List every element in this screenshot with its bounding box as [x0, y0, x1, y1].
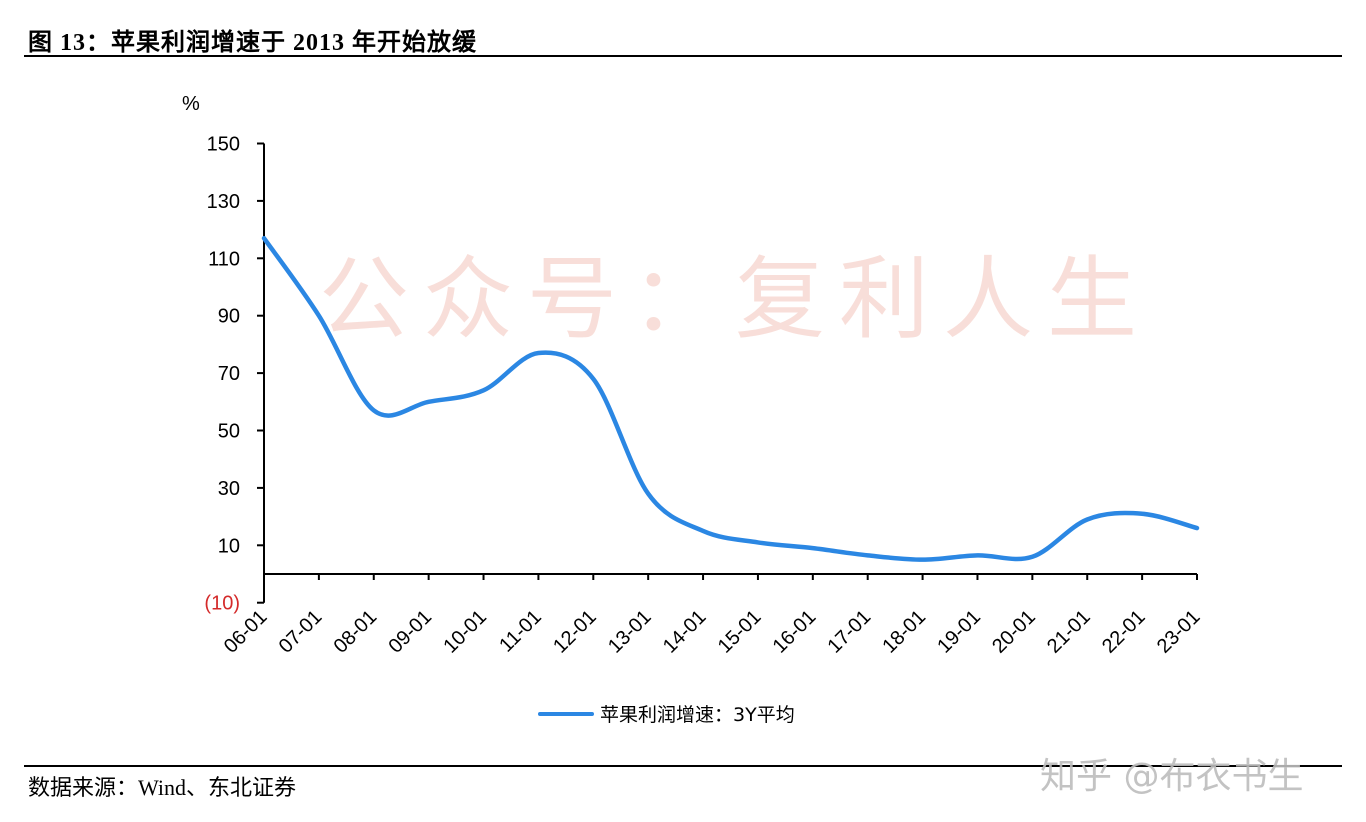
y-tick-label: 90	[218, 306, 240, 328]
x-tick-label: 12-01	[549, 606, 601, 658]
x-tick-label: 22-01	[1098, 606, 1150, 658]
top-rule	[24, 55, 1342, 57]
x-axis: 06-01 07-01 08-01 09-01 10-01 11-01 12-01 13-01…	[220, 573, 1205, 658]
y-tick-label: 130	[207, 191, 240, 213]
figure-title: 图 13：苹果利润增速于 2013 年开始放缓	[28, 30, 477, 56]
x-tick-label: 11-01	[495, 606, 546, 657]
legend: 苹果利润增速：3Y平均	[538, 700, 795, 727]
series-line	[261, 235, 1200, 562]
data-source: 数据来源：Wind、东北证券	[28, 775, 296, 800]
y-tick-label: 150	[207, 134, 240, 156]
x-tick-label: 10-01	[439, 606, 491, 658]
x-tick-label: 23-01	[1153, 606, 1205, 658]
x-tick-label: 20-01	[988, 606, 1040, 658]
x-tick-label: 16-01	[769, 606, 821, 658]
y-tick-label: 50	[218, 421, 240, 443]
line-chart: 公众号：复利人生 % 150 130 110 90 70 50 30 10 (10) 06-01…	[182, 93, 1205, 658]
x-tick-label: 14-01	[659, 606, 711, 658]
y-axis: 150 130 110 90 70 50 30 10 (10)	[204, 134, 265, 615]
x-tick-label: 21-01	[1043, 606, 1095, 658]
y-tick-label: 10	[218, 535, 240, 557]
x-tick-label: 09-01	[384, 606, 436, 658]
watermark-text: 公众号：复利人生	[319, 247, 1151, 352]
x-tick-label: 15-01	[714, 606, 766, 658]
y-tick-label: 30	[218, 478, 240, 500]
y-axis-unit: %	[182, 93, 200, 115]
y-tick-label: 110	[208, 248, 240, 270]
x-tick-label: 17-01	[824, 606, 876, 658]
x-tick-label: 19-01	[933, 606, 985, 658]
y-tick-label: (10)	[204, 593, 240, 615]
bottom-rule	[24, 765, 1342, 767]
x-tick-label: 07-01	[275, 606, 327, 658]
x-tick-label: 13-01	[604, 606, 656, 658]
zhihu-watermark: 知乎 @布衣书生	[1040, 756, 1304, 797]
x-tick-label: 08-01	[330, 606, 382, 658]
y-tick-label: 70	[218, 363, 240, 385]
legend-line-swatch	[538, 711, 594, 716]
legend-label: 苹果利润增速：3Y平均	[600, 704, 795, 726]
x-tick-label: 18-01	[878, 606, 930, 658]
